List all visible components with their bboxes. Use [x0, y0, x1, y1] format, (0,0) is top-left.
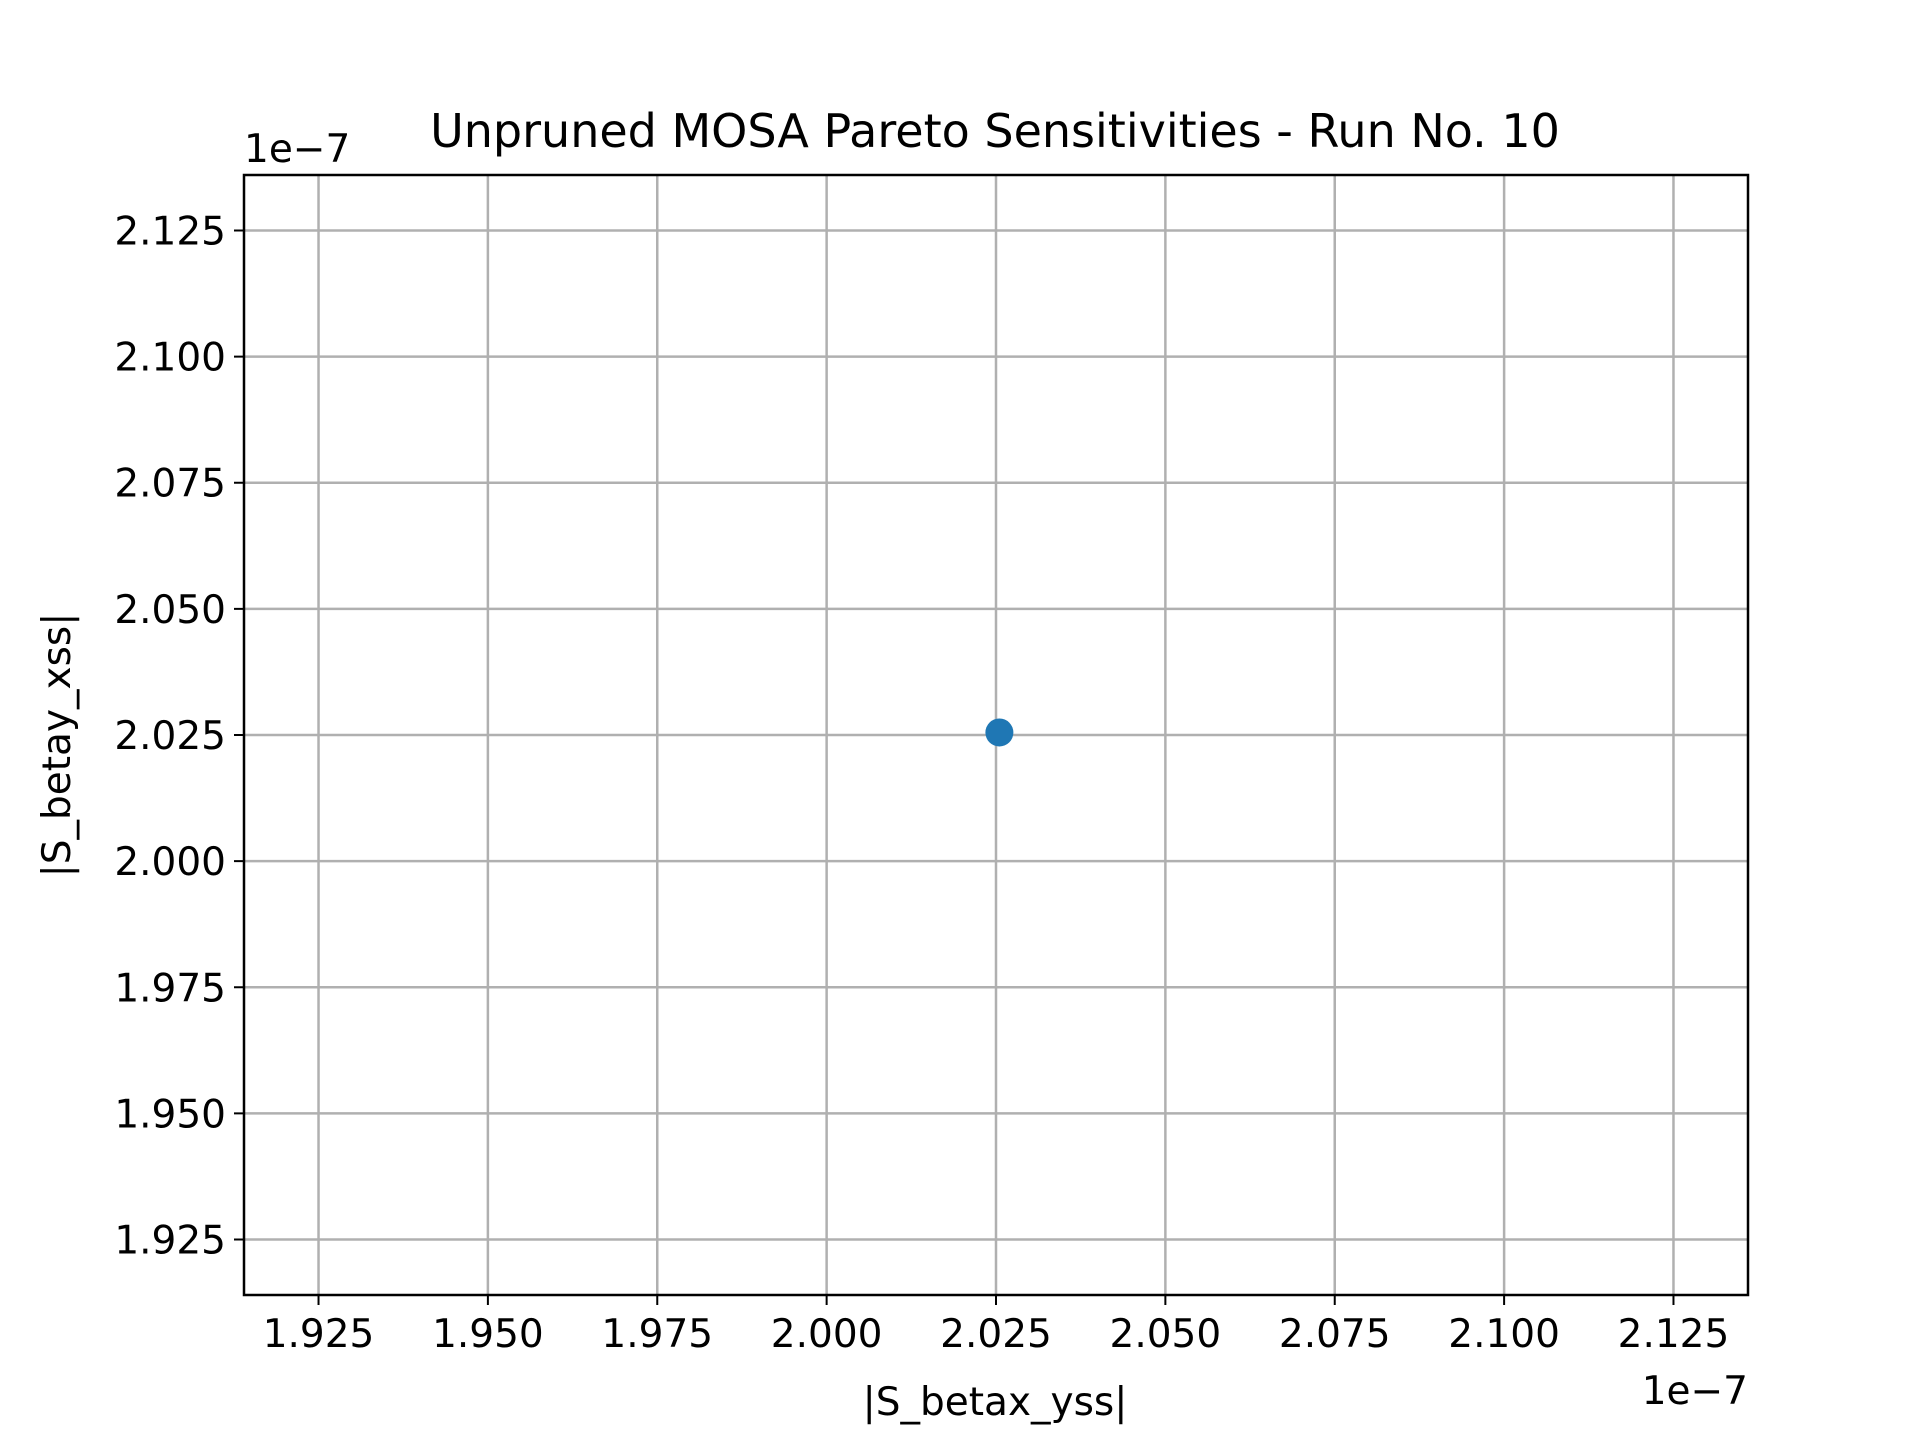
chart-title: Unpruned MOSA Pareto Sensitivities - Run…: [430, 104, 1560, 158]
x-offset-label: 1e−7: [1642, 1369, 1748, 1414]
y-tick-label: 2.050: [114, 588, 226, 633]
y-tick-label: 2.125: [114, 209, 226, 254]
x-tick-label: 2.050: [1110, 1312, 1222, 1357]
plot-frame: [242, 173, 1750, 1297]
y-tick-label: 2.100: [114, 336, 226, 381]
y-tick-label: 2.025: [114, 714, 226, 759]
x-tick-label: 2.125: [1618, 1312, 1730, 1357]
ticks: 1.925 1.950 1.975 2.000 2.025 2.050 2.075 2.100…: [114, 209, 1729, 1357]
scatter-point: [985, 718, 1014, 747]
y-offset-label: 1e−7: [244, 127, 350, 172]
x-tick-label: 1.925: [263, 1312, 375, 1357]
y-tick-label: 2.000: [114, 840, 226, 885]
y-tick-label: 1.950: [114, 1092, 226, 1137]
y-tick-label: 2.075: [114, 462, 226, 507]
y-tick-label: 1.925: [114, 1219, 226, 1264]
x-tick-label: 2.025: [940, 1312, 1052, 1357]
x-tick-label: 2.000: [771, 1312, 883, 1357]
x-tick-label: 2.100: [1448, 1312, 1560, 1357]
y-axis-label: |S_betay_xss|: [35, 613, 80, 878]
x-tick-label: 1.950: [432, 1312, 544, 1357]
data-points: [985, 718, 1014, 747]
y-tick-label: 1.975: [114, 966, 226, 1011]
x-tick-label: 1.975: [601, 1312, 713, 1357]
x-axis-label: |S_betax_yss|: [863, 1380, 1128, 1425]
x-tick-label: 2.075: [1279, 1312, 1391, 1357]
